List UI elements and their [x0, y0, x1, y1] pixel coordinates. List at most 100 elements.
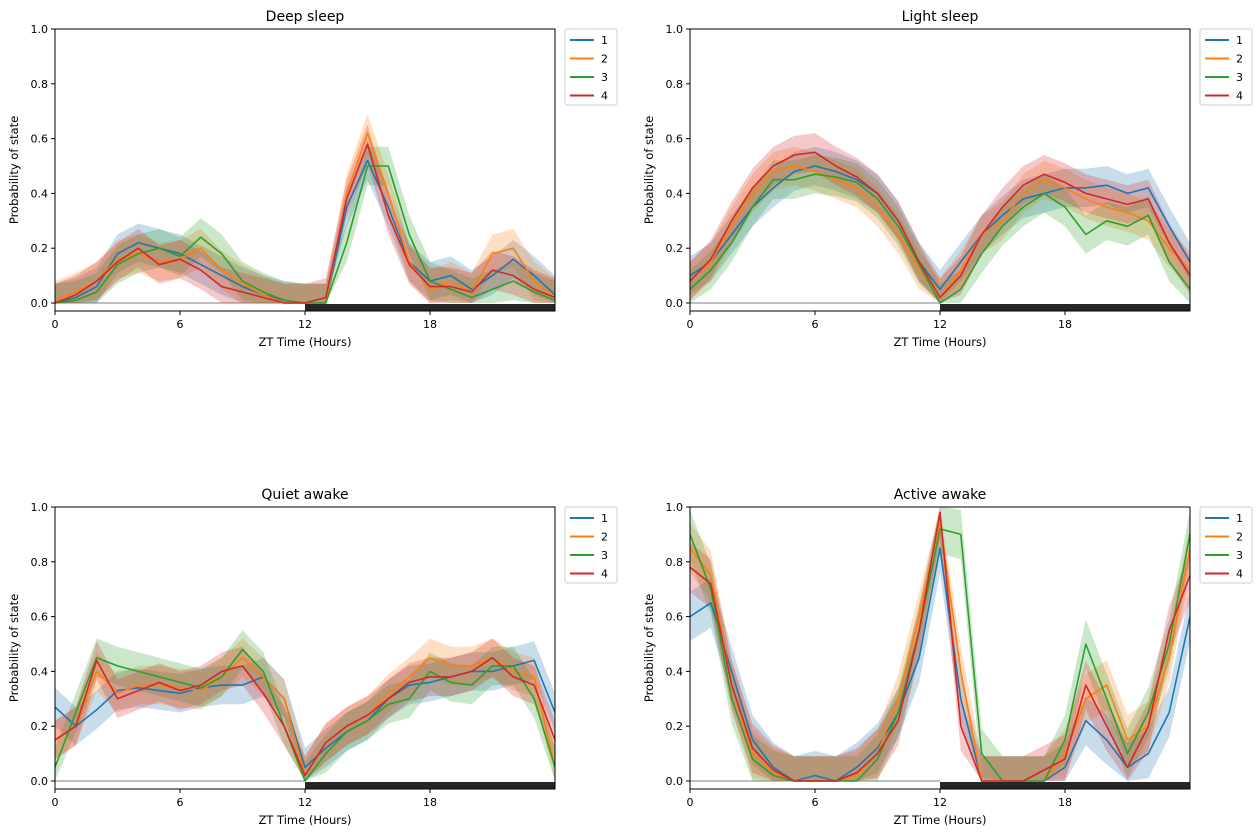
confidence-band-4 [690, 507, 1190, 781]
y-tick-label: 0.2 [31, 242, 49, 255]
confidence-band-3 [690, 155, 1190, 303]
series-line-4 [55, 656, 555, 777]
legend-label-4: 4 [601, 568, 608, 581]
legend: 1 2 3 4 [1199, 28, 1253, 106]
series-line-4 [690, 511, 1190, 782]
legend-label-4: 4 [601, 90, 608, 103]
legend: 1 2 3 4 [564, 28, 618, 106]
confidence-band-3 [690, 507, 1190, 781]
legend-box [1199, 506, 1253, 584]
x-axis-label: ZT Time (Hours) [258, 335, 351, 349]
series-line-4 [55, 143, 555, 304]
y-tick-label: 0.8 [31, 78, 49, 91]
x-tick-label: 0 [687, 796, 694, 809]
y-tick-label: 0.6 [31, 133, 49, 146]
y-tick-label: 0.8 [666, 78, 684, 91]
y-tick-label: 1.0 [31, 23, 49, 36]
confidence-band-3 [55, 146, 555, 303]
y-tick-label: 1.0 [31, 501, 49, 514]
legend-label-2: 2 [601, 53, 608, 66]
legend: 1 2 3 4 [564, 506, 618, 584]
x-tick-label: 0 [52, 318, 59, 331]
confidence-band-4 [690, 133, 1190, 303]
series-line-3 [690, 173, 1190, 304]
y-tick-label: 0.8 [31, 556, 49, 569]
series-line-4 [690, 151, 1190, 299]
y-axis-label: Probability of state [7, 594, 21, 702]
y-tick-label: 1.0 [666, 501, 684, 514]
plot-area [55, 630, 555, 782]
legend-label-2: 2 [1236, 531, 1243, 544]
x-tick-label: 6 [812, 796, 819, 809]
x-tick-label: 12 [298, 318, 312, 331]
legend-box [564, 506, 618, 584]
y-axis-label: Probability of state [642, 594, 656, 702]
x-tick-label: 6 [177, 318, 184, 331]
legend-label-4: 4 [1236, 90, 1243, 103]
y-tick-label: 0.2 [666, 720, 684, 733]
y-tick-label: 0.8 [666, 556, 684, 569]
y-tick-label: 0.0 [31, 297, 49, 310]
x-tick-label: 0 [52, 796, 59, 809]
confidence-band-4 [55, 638, 555, 781]
y-tick-label: 0.4 [31, 665, 49, 678]
legend-label-1: 1 [601, 34, 608, 47]
chart-title: Light sleep [902, 9, 979, 25]
legend-label-2: 2 [601, 531, 608, 544]
plot-area [690, 133, 1190, 304]
legend-label-1: 1 [1236, 34, 1243, 47]
y-axis-label: Probability of state [642, 116, 656, 224]
y-axis-label: Probability of state [7, 116, 21, 224]
legend-box [1199, 28, 1253, 106]
confidence-band-3 [55, 630, 555, 781]
y-tick-label: 0.2 [31, 720, 49, 733]
confidence-band-2 [690, 507, 1190, 781]
legend-label-3: 3 [1236, 71, 1243, 84]
dark-phase-bar [940, 782, 1190, 789]
x-tick-label: 12 [298, 796, 312, 809]
series-line-3 [690, 528, 1190, 782]
legend: 1 2 3 4 [1199, 506, 1253, 584]
x-tick-label: 12 [933, 318, 947, 331]
legend-label-3: 3 [601, 549, 608, 562]
plot-area [690, 507, 1190, 782]
y-tick-label: 0.4 [31, 187, 49, 200]
x-axis-label: ZT Time (Hours) [893, 813, 986, 827]
y-tick-label: 0.0 [666, 297, 684, 310]
confidence-band-1 [690, 523, 1190, 781]
y-tick-label: 0.4 [666, 187, 684, 200]
x-tick-label: 18 [1058, 318, 1072, 331]
legend-box [564, 28, 618, 106]
chart-title: Quiet awake [261, 487, 348, 503]
confidence-band-2 [690, 146, 1190, 303]
x-tick-label: 18 [1058, 796, 1072, 809]
x-tick-label: 6 [812, 318, 819, 331]
chart-title: Deep sleep [266, 9, 345, 25]
dark-phase-bar [940, 304, 1190, 311]
y-tick-label: 1.0 [666, 23, 684, 36]
x-tick-label: 12 [933, 796, 947, 809]
series-line-3 [55, 648, 555, 782]
x-axis-label: ZT Time (Hours) [258, 813, 351, 827]
legend-label-1: 1 [1236, 512, 1243, 525]
x-tick-label: 0 [687, 318, 694, 331]
confidence-band-1 [55, 141, 555, 303]
legend-label-3: 3 [601, 71, 608, 84]
legend-label-4: 4 [1236, 568, 1243, 581]
plot-area [55, 113, 555, 304]
confidence-band-2 [55, 638, 555, 781]
y-tick-label: 0.6 [666, 133, 684, 146]
legend-label-3: 3 [1236, 549, 1243, 562]
series-line-1 [690, 165, 1190, 291]
legend-label-1: 1 [601, 512, 608, 525]
series-line-2 [55, 132, 555, 304]
x-axis-label: ZT Time (Hours) [893, 335, 986, 349]
chart-title: Active awake [894, 487, 987, 503]
y-tick-label: 0.0 [666, 775, 684, 788]
legend-label-2: 2 [1236, 53, 1243, 66]
y-tick-label: 0.6 [31, 611, 49, 624]
